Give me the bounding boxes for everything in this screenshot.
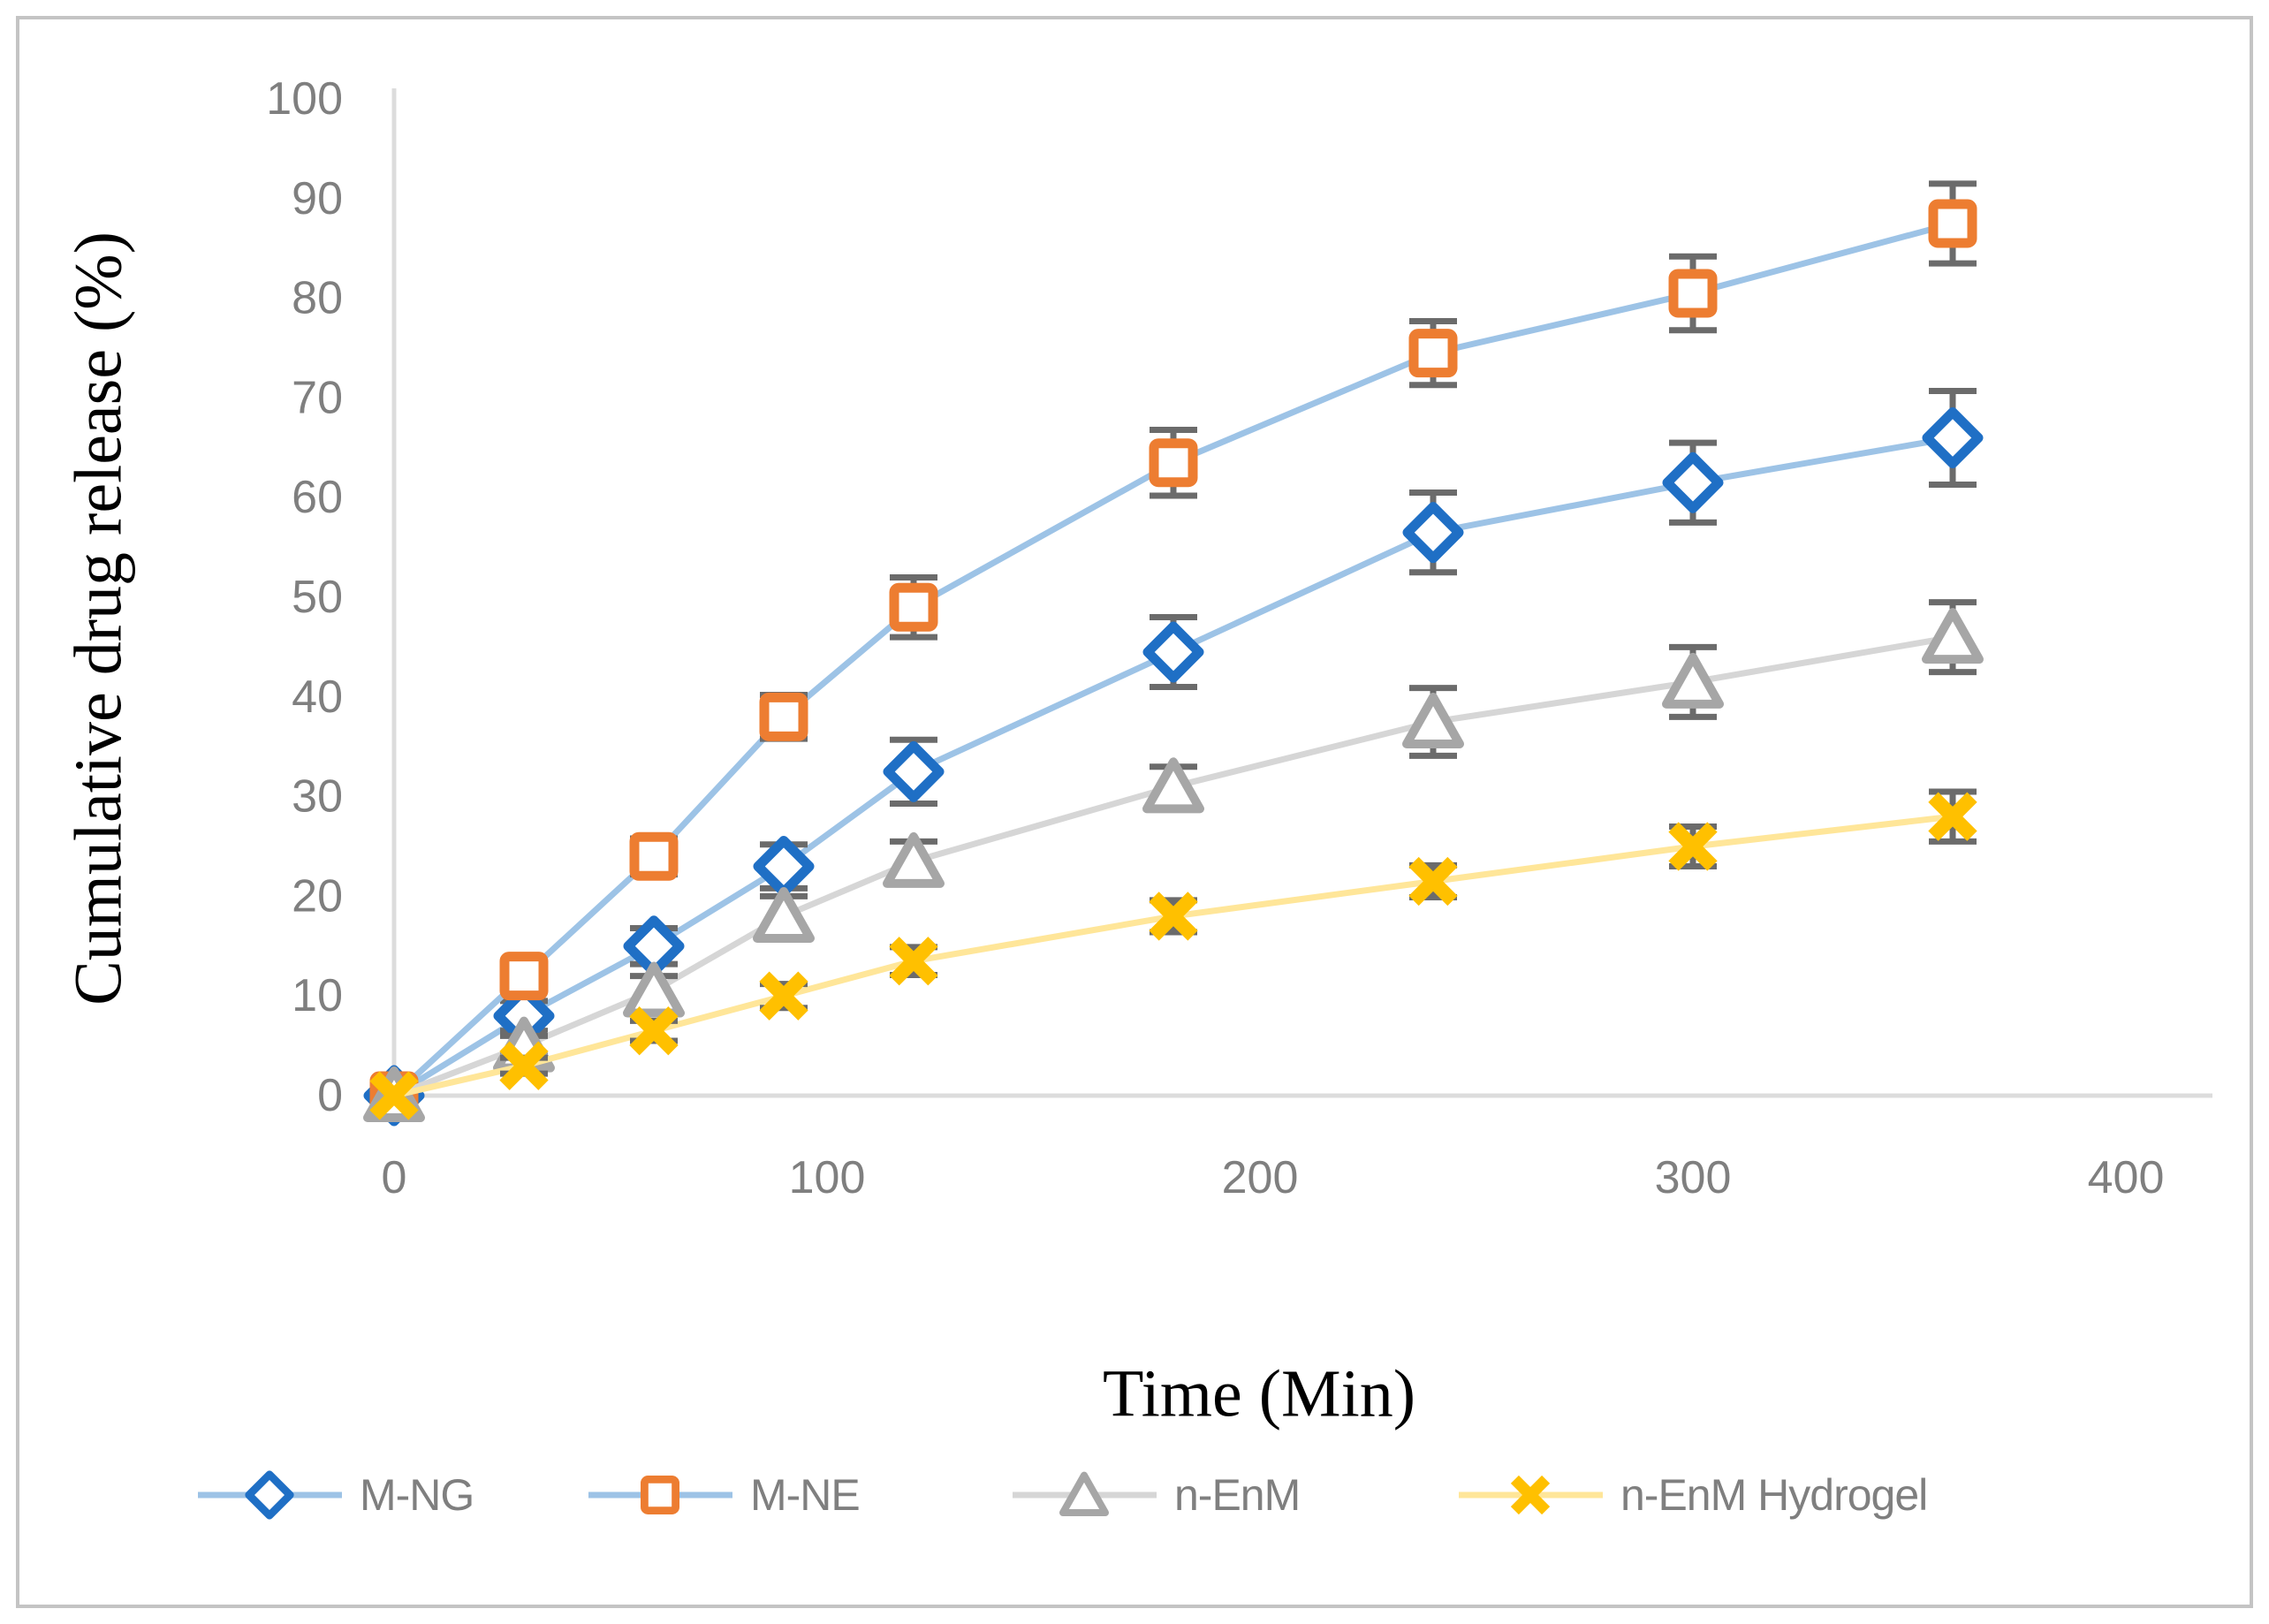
series-n-EnM <box>363 599 1984 1122</box>
series-line <box>393 813 1954 1099</box>
y-tick-label-50: 50 <box>292 572 343 623</box>
y-tick-label-20: 20 <box>292 870 343 922</box>
y-tick-label-0: 0 <box>317 1070 343 1121</box>
marker-triangle-icon <box>623 961 685 1018</box>
marker-x-icon <box>1668 822 1718 871</box>
marker-square-icon <box>759 692 808 741</box>
marker-diamond-icon <box>1922 407 1984 469</box>
marker-triangle-icon <box>1922 608 1984 664</box>
y-tick-label-70: 70 <box>292 372 343 423</box>
x-tick-label-400: 400 <box>2088 1152 2165 1203</box>
marker-x-icon <box>1928 792 1977 841</box>
y-tick-label-80: 80 <box>292 273 343 324</box>
marker-triangle-icon <box>753 886 815 943</box>
series-M-NE <box>369 180 1977 1120</box>
x-tick-label-100: 100 <box>789 1152 866 1203</box>
series-n-EnM Hydrogel <box>369 788 1977 1120</box>
marker-diamond-icon <box>1402 502 1464 564</box>
marker-x-icon <box>369 1071 419 1120</box>
y-tick-label-100: 100 <box>266 73 343 125</box>
marker-diamond-icon <box>883 740 945 802</box>
marker-square-icon <box>1668 269 1718 318</box>
y-tick-label-60: 60 <box>292 472 343 523</box>
marker-x-icon <box>889 937 938 986</box>
y-axis-title: Cumulative drug release (%) <box>61 231 136 1006</box>
marker-triangle-icon <box>1402 693 1464 748</box>
marker-x-icon <box>499 1041 549 1090</box>
figure-border <box>16 16 2253 1608</box>
marker-diamond-icon <box>1662 452 1724 513</box>
marker-square-icon <box>1149 438 1198 488</box>
x-tick-label-0: 0 <box>382 1152 407 1203</box>
marker-triangle-icon <box>1142 757 1204 814</box>
y-tick-label-30: 30 <box>292 771 343 823</box>
y-tick-label-10: 10 <box>292 970 343 1021</box>
marker-x-icon <box>759 971 808 1021</box>
marker-square-icon <box>1408 329 1458 378</box>
x-tick-label-200: 200 <box>1222 1152 1299 1203</box>
x-tick-label-300: 300 <box>1655 1152 1732 1203</box>
marker-diamond-icon <box>753 836 815 898</box>
marker-triangle-icon <box>883 831 945 888</box>
y-tick-label-90: 90 <box>292 173 343 224</box>
y-tick-label-40: 40 <box>292 672 343 723</box>
marker-square-icon <box>629 831 679 881</box>
marker-x-icon <box>629 1006 679 1056</box>
marker-triangle-icon <box>1662 652 1724 709</box>
marker-x-icon <box>1149 892 1198 941</box>
marker-x-icon <box>1408 856 1458 907</box>
marker-diamond-icon <box>1142 621 1204 683</box>
marker-square-icon <box>499 952 549 1001</box>
marker-square-icon <box>1928 199 1977 248</box>
marker-square-icon <box>889 582 938 632</box>
x-axis-title: Time (Min) <box>1102 1356 1416 1431</box>
